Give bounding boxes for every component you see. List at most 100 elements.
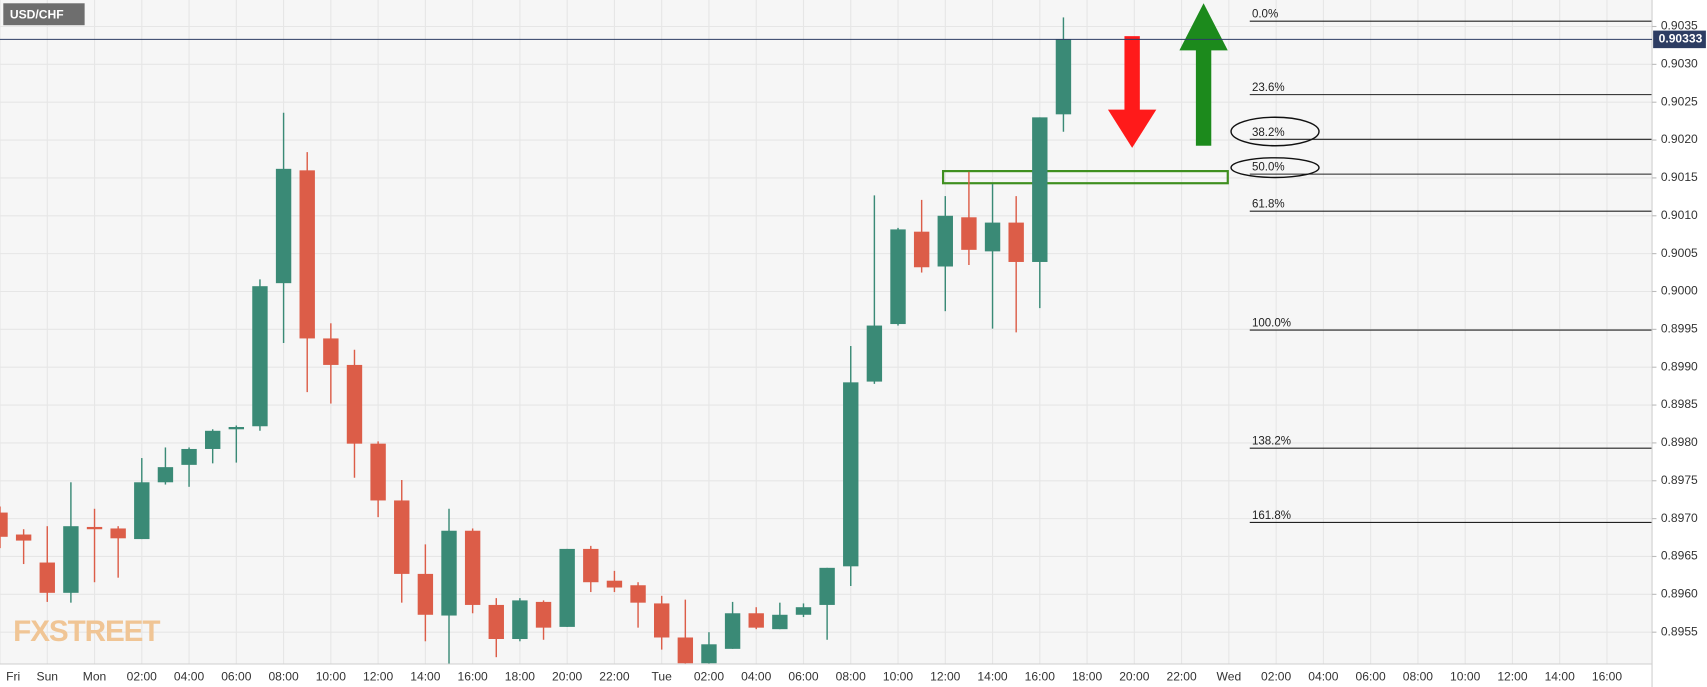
candle-body — [441, 530, 457, 616]
candle-body — [630, 585, 646, 603]
candle-body — [228, 427, 245, 430]
fib-label: 61.8% — [1252, 199, 1285, 211]
candle-body — [299, 170, 315, 339]
fib-label: 138.2% — [1252, 436, 1291, 448]
x-tick-label: 12:00 — [1497, 669, 1528, 683]
x-tick-label: 04:00 — [1308, 669, 1339, 683]
y-tick-label: 0.8970 — [1661, 511, 1698, 525]
x-tick-label: 02:00 — [694, 669, 725, 683]
candle-body — [110, 528, 126, 539]
candle-body — [724, 613, 741, 649]
candle-body — [984, 222, 1001, 252]
grid — [0, 0, 1653, 664]
candle-body — [559, 548, 575, 627]
y-tick-label: 0.8960 — [1661, 587, 1698, 601]
x-tick-label: 22:00 — [599, 669, 630, 683]
y-tick-label: 0.9005 — [1661, 246, 1698, 260]
highlight-ellipse — [1230, 116, 1320, 147]
x-tick-label: Mon — [83, 669, 107, 683]
x-tick-label: 10:00 — [316, 669, 347, 683]
annotations — [1107, 3, 1320, 179]
x-tick-label: 06:00 — [788, 669, 819, 683]
watermark: FXSTREET — [13, 615, 160, 648]
candle-body — [748, 613, 764, 628]
x-tick-label: 14:00 — [1545, 669, 1576, 683]
y-tick-label: 0.8980 — [1661, 435, 1698, 449]
y-tick-label: 0.8985 — [1661, 397, 1698, 411]
candle-body — [535, 601, 552, 628]
candle-body — [15, 534, 32, 541]
y-tick-label: 0.9035 — [1661, 19, 1698, 33]
candle-body — [323, 338, 339, 365]
x-tick-label: 08:00 — [268, 669, 299, 683]
y-tick-label: 0.9015 — [1661, 170, 1698, 184]
x-tick-label: 20:00 — [1119, 669, 1150, 683]
y-tick-label: 0.8990 — [1661, 359, 1698, 373]
x-tick-label: 16:00 — [1592, 669, 1623, 683]
candle-body — [346, 364, 363, 444]
y-tick-label: 0.9010 — [1661, 208, 1698, 222]
x-tick-label: 22:00 — [1166, 669, 1197, 683]
title-box — [3, 3, 85, 26]
candle-body — [961, 217, 977, 250]
candle-body — [204, 430, 221, 449]
x-tick-label: 02:00 — [127, 669, 158, 683]
x-tick-label: Wed — [1217, 669, 1242, 683]
candle-body — [701, 644, 717, 664]
y-tick-label: 0.8975 — [1661, 473, 1698, 487]
candle-body — [772, 614, 788, 630]
candle-body — [583, 548, 599, 583]
candles — [0, 17, 1072, 664]
x-tick-label: 10:00 — [1450, 669, 1481, 683]
up-arrow-shaft — [1195, 49, 1212, 146]
y-tick-label: 0.9020 — [1661, 132, 1698, 146]
x-tick-label: 14:00 — [977, 669, 1008, 683]
candle-body — [0, 512, 8, 537]
up-arrow-head — [1179, 3, 1228, 51]
candle-body — [1032, 117, 1048, 262]
fib-label: 38.2% — [1252, 127, 1285, 139]
y-tick-label: 0.8955 — [1661, 624, 1698, 638]
x-tick-label: 06:00 — [1356, 669, 1387, 683]
fibonacci: 0.0% 23.6% 38.2% 50.0% 61.8% 100.0% 138.2% 161.… — [941, 9, 1653, 523]
fib-label: 161.8% — [1252, 510, 1291, 522]
fib-label: 50.0% — [1252, 162, 1285, 174]
candle-body — [63, 526, 79, 593]
candle-body — [39, 562, 55, 593]
x-tick-label: 12:00 — [363, 669, 394, 683]
highlight-ellipse — [1230, 157, 1320, 179]
x-tick-label: 16:00 — [458, 669, 489, 683]
x-tick-label: 20:00 — [552, 669, 583, 683]
axes: 0.8955 0.8960 0.8965 0.8970 0.8975 0.8980 0.89… — [0, 19, 1706, 683]
candle-body — [866, 325, 883, 382]
candle-body — [1055, 39, 1072, 115]
candle-body — [677, 637, 694, 664]
candle-body — [275, 168, 292, 284]
chart-title: USD/CHF — [10, 8, 64, 22]
fib-label: 0.0% — [1252, 9, 1278, 21]
candle-body — [134, 482, 150, 540]
plot-background — [0, 0, 1652, 664]
candle-body — [181, 448, 197, 465]
y-tick-label: 0.9030 — [1661, 57, 1698, 71]
fib-label: 23.6% — [1252, 82, 1285, 94]
x-tick-label: 08:00 — [836, 669, 867, 683]
down-arrow-shaft — [1124, 36, 1140, 111]
x-tick-label: 10:00 — [883, 669, 914, 683]
x-tick-label: Sun — [37, 669, 59, 683]
x-tick-label: 14:00 — [410, 669, 441, 683]
x-tick-label: 18:00 — [1072, 669, 1103, 683]
x-tick-label: 12:00 — [930, 669, 961, 683]
candle-body — [890, 229, 906, 325]
candle-body — [913, 231, 930, 268]
y-tick-label: 0.8995 — [1661, 322, 1698, 336]
candle-body — [464, 530, 481, 605]
candle-body — [417, 573, 434, 615]
last-price-label: 0.90333 — [1659, 32, 1703, 46]
candle-body — [795, 607, 812, 615]
candle-body — [370, 443, 386, 501]
zone — [941, 170, 1229, 185]
fib-label: 100.0% — [1252, 318, 1291, 330]
candle-body — [512, 600, 528, 640]
